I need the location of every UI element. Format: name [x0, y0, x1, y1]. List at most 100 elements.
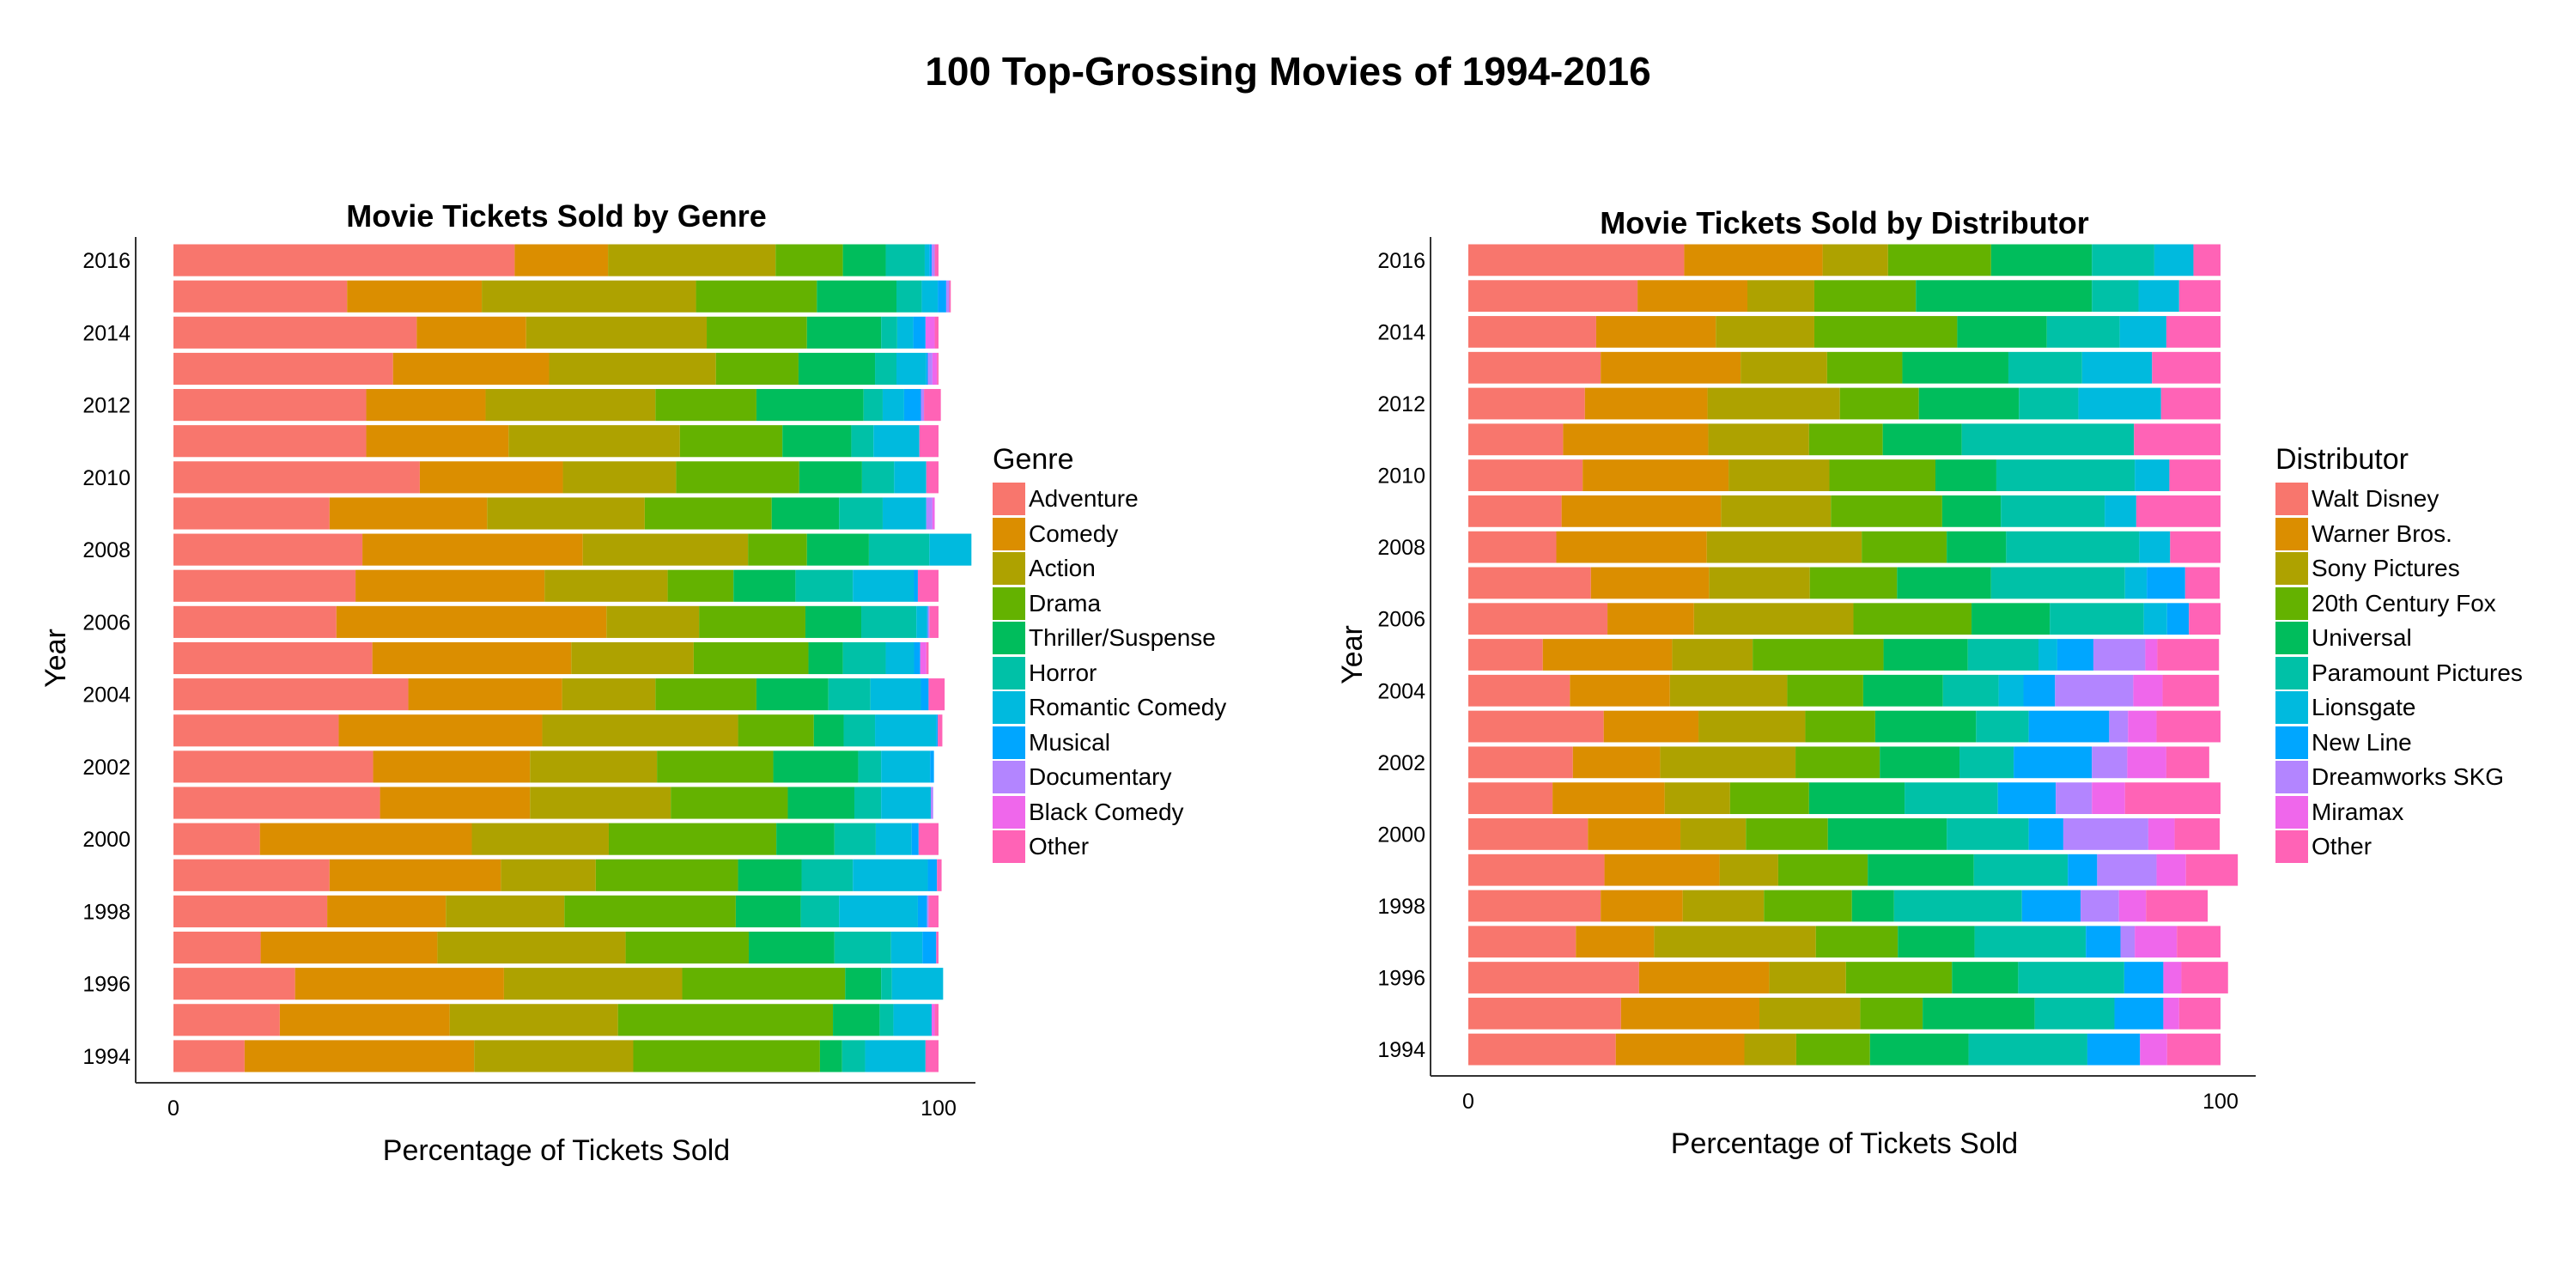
bar-segment-2013-adventure — [173, 352, 393, 386]
bar-segment-2010-walt-disney — [1468, 459, 1583, 491]
bar-segment-2007-20th-century-fox — [1809, 567, 1898, 599]
bar-segment-1997-sony-pictures — [1654, 926, 1816, 958]
bar-segment-2009-drama — [644, 497, 772, 530]
bar-segment-2012-paramount-pictures — [2019, 387, 2079, 420]
y-tick-label: 2002 — [1377, 751, 1425, 775]
bar-segment-1998-adventure — [173, 895, 328, 927]
legend-label: Other — [2312, 833, 2372, 860]
legend-title: Genre — [993, 443, 1074, 476]
x-tick-label: 0 — [167, 1097, 179, 1121]
legend-label: Lionsgate — [2312, 694, 2416, 721]
chart-title: Movie Tickets Sold by Distributor — [1600, 205, 2088, 240]
bar-segment-2009-horror — [839, 497, 883, 530]
y-tick-label: 1996 — [1377, 967, 1425, 991]
bar-segment-2010-drama — [676, 461, 799, 494]
legend-label: Black Comedy — [1029, 798, 1184, 825]
bar-segment-1997-dreamworks-skg — [2120, 926, 2136, 958]
bar-segment-2005-20th-century-fox — [1753, 639, 1884, 671]
bar-segment-2010-universal — [1935, 459, 1996, 491]
y-tick-label: 1998 — [82, 900, 131, 924]
bar-segment-2000-action — [471, 823, 609, 855]
y-tick-label: 2008 — [1377, 536, 1425, 560]
bar-segment-1996-miramax — [2163, 962, 2182, 993]
legend-item: Adventure — [993, 482, 1226, 517]
bar-segment-2016-documentary — [931, 244, 935, 276]
bar-segment-2011-thriller-suspense — [782, 425, 852, 458]
bar-segment-1998-musical — [917, 895, 927, 927]
bar-segment-1998-action — [446, 895, 565, 927]
bar-segment-2004-universal — [1862, 674, 1943, 707]
bar-segment-2012-horror — [863, 389, 883, 422]
bar-segment-2008-lionsgate — [2139, 531, 2171, 563]
bar-segment-2006-documentary — [927, 605, 930, 638]
bar-segment-1998-20th-century-fox — [1764, 890, 1852, 922]
bar-segment-2012-musical — [903, 389, 921, 422]
legend-item: Universal — [2275, 621, 2523, 656]
bar-segment-2003-horror — [843, 714, 876, 747]
legend-swatch — [2275, 517, 2308, 550]
bar-segment-1996-sony-pictures — [1769, 962, 1846, 993]
bar-segment-2016-walt-disney — [1468, 244, 1685, 276]
legend-swatch — [993, 726, 1025, 759]
bar-segment-2007-comedy — [355, 569, 545, 602]
bar-segment-1999-action — [501, 859, 596, 891]
bar-segment-1999-paramount-pictures — [1973, 854, 2069, 886]
bar-segment-2009-warner-bros- — [1561, 495, 1722, 527]
bar-segment-1998-walt-disney — [1468, 890, 1601, 922]
bar-segment-1998-sony-pictures — [1682, 890, 1765, 922]
bar-segment-1995-walt-disney — [1468, 997, 1621, 1030]
bar-segment-1994-other — [2166, 1033, 2221, 1066]
bar-segment-1995-horror — [879, 1004, 894, 1036]
bar-segment-2011-sony-pictures — [1708, 423, 1809, 456]
bar-segment-2001-new-line — [1997, 782, 2057, 815]
bar-segment-2009-thriller-suspense — [771, 497, 840, 530]
bar-segment-2001-documentary — [931, 787, 933, 819]
bar-segment-2001-horror — [854, 787, 882, 819]
bar-segment-2004-romantic-comedy — [870, 678, 921, 711]
bar-segment-2000-other — [918, 823, 939, 855]
bar-segment-2015-universal — [1916, 280, 2093, 313]
bar-segment-1997-thriller-suspense — [749, 931, 835, 964]
bar-segment-2000-paramount-pictures — [1947, 818, 2029, 850]
legend-item: Drama — [993, 586, 1226, 622]
bar-segment-2011-action — [508, 425, 680, 458]
bar-segment-2003-comedy — [338, 714, 543, 747]
bar-segment-2009-universal — [1941, 495, 2002, 527]
bar-segment-1994-romantic-comedy — [865, 1040, 926, 1072]
bar-segment-2011-other — [2134, 423, 2221, 456]
bar-segment-2005-thriller-suspense — [808, 641, 843, 675]
bar-segment-2008-action — [582, 533, 749, 566]
bar-segment-2015-warner-bros- — [1637, 280, 1747, 313]
bar-segment-2010-paramount-pictures — [1996, 459, 2136, 491]
bar-segment-2014-action — [526, 316, 708, 349]
bar-segment-2014-horror — [881, 316, 897, 349]
bar-segment-2002-universal — [1880, 746, 1960, 779]
bar-segment-1998-paramount-pictures — [1893, 890, 2022, 922]
legend-label: Walt Disney — [2312, 485, 2439, 513]
bar-segment-2007-other — [917, 569, 939, 602]
bar-segment-2006-thriller-suspense — [805, 605, 862, 638]
bar-segment-2007-drama — [667, 569, 734, 602]
legend-swatch — [993, 691, 1025, 725]
bar-segment-1994-adventure — [173, 1040, 245, 1072]
bar-segment-2006-romantic-comedy — [916, 605, 927, 638]
bar-segment-1996-adventure — [173, 968, 295, 1000]
bar-segment-2001-action — [530, 787, 671, 819]
bar-segment-1998-drama — [564, 895, 736, 927]
bar-segment-2003-warner-bros- — [1603, 710, 1699, 743]
bar-segment-1994-new-line — [2087, 1033, 2141, 1066]
bar-segment-2000-universal — [1827, 818, 1947, 850]
bar-segment-2006-adventure — [173, 605, 337, 638]
bar-segment-1994-universal — [1869, 1033, 1969, 1066]
legend-item: Miramax — [2275, 795, 2523, 830]
bar-segment-2012-drama — [655, 389, 756, 422]
bar-segment-2000-20th-century-fox — [1746, 818, 1828, 850]
bar-segment-1996-warner-bros- — [1638, 962, 1770, 993]
bar-segment-1997-romantic-comedy — [890, 931, 923, 964]
bar-segment-1999-new-line — [2068, 854, 2098, 886]
bar-segment-2003-universal — [1874, 710, 1977, 743]
bar-segment-2011-other — [919, 425, 939, 458]
bar-segment-2003-musical — [936, 714, 939, 747]
legend-item: Walt Disney — [2275, 482, 2523, 517]
bar-segment-2016-thriller-suspense — [842, 244, 886, 276]
